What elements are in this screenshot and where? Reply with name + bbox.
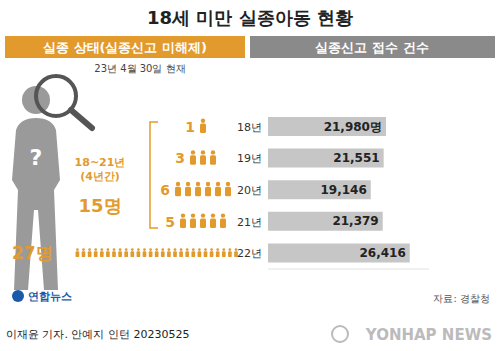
svg-text:26,416: 26,416 <box>359 246 405 260</box>
svg-text:6: 6 <box>160 182 170 198</box>
svg-text:27명: 27명 <box>12 243 53 263</box>
svg-text:22년: 22년 <box>237 247 262 260</box>
svg-text:18세 미만 실종아동 현황: 18세 미만 실종아동 현황 <box>147 7 353 28</box>
svg-text:21,551: 21,551 <box>333 151 379 165</box>
svg-text:자료: 경찰청: 자료: 경찰청 <box>433 293 490 304</box>
svg-text:실종신고 접수 건수: 실종신고 접수 건수 <box>315 40 428 55</box>
svg-text:18~21년: 18~21년 <box>75 156 126 169</box>
svg-text:21,980명: 21,980명 <box>324 120 382 134</box>
svg-text:연합뉴스: 연합뉴스 <box>28 290 72 303</box>
svg-text:15명: 15명 <box>78 195 121 216</box>
svg-text:5: 5 <box>165 214 175 230</box>
svg-text:실종 상태(실종신고 미해제): 실종 상태(실종신고 미해제) <box>43 40 207 55</box>
svg-text:20년: 20년 <box>237 184 262 197</box>
svg-text:?: ? <box>30 145 43 170</box>
svg-text:(4년간): (4년간) <box>80 170 120 183</box>
svg-text:YONHAP NEWS: YONHAP NEWS <box>365 326 492 344</box>
svg-text:23년 4월 30일 현재: 23년 4월 30일 현재 <box>94 63 185 74</box>
svg-text:1: 1 <box>185 119 195 135</box>
svg-text:19,146: 19,146 <box>320 183 366 197</box>
svg-text:21,379: 21,379 <box>332 214 378 228</box>
svg-text:21년: 21년 <box>237 216 262 229</box>
svg-text:19년: 19년 <box>237 152 262 165</box>
svg-text:이재윤 기자. 안예지 인턴 20230525: 이재윤 기자. 안예지 인턴 20230525 <box>6 328 189 341</box>
svg-text:3: 3 <box>175 150 185 166</box>
svg-text:18년: 18년 <box>237 121 262 134</box>
